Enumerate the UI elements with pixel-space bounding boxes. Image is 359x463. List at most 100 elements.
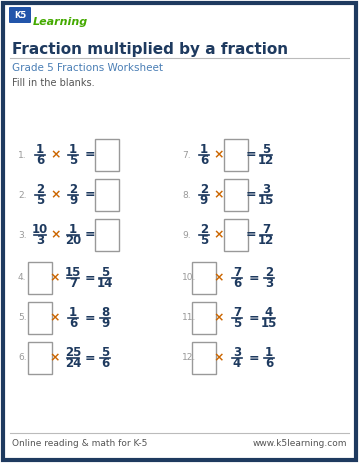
Text: 15: 15 <box>261 317 277 330</box>
Text: 15: 15 <box>65 266 81 279</box>
Text: 12: 12 <box>258 154 274 167</box>
Bar <box>28 262 52 294</box>
Text: 2: 2 <box>200 223 208 236</box>
Text: 6: 6 <box>233 277 241 290</box>
Text: =: = <box>85 351 95 364</box>
Text: 5: 5 <box>36 194 44 207</box>
Text: 2.: 2. <box>18 190 27 200</box>
Text: ×: × <box>214 149 224 162</box>
Text: 7: 7 <box>262 223 270 236</box>
Text: 2: 2 <box>36 183 44 196</box>
Text: ×: × <box>51 188 61 201</box>
Text: ×: × <box>50 312 60 325</box>
Text: 1.: 1. <box>18 150 27 159</box>
Text: =: = <box>249 351 259 364</box>
Bar <box>224 179 248 211</box>
Bar <box>192 262 216 294</box>
Bar <box>95 139 119 171</box>
Text: 7: 7 <box>69 277 77 290</box>
Text: 6: 6 <box>69 317 77 330</box>
Text: 5: 5 <box>101 266 109 279</box>
Text: =: = <box>249 271 259 284</box>
Text: ×: × <box>214 229 224 242</box>
Bar <box>28 302 52 334</box>
Text: 7: 7 <box>233 266 241 279</box>
Text: =: = <box>85 271 95 284</box>
Text: 5: 5 <box>101 346 109 359</box>
Text: 24: 24 <box>65 357 81 370</box>
Text: 6: 6 <box>265 357 273 370</box>
Text: 15: 15 <box>258 194 274 207</box>
Text: 9: 9 <box>101 317 109 330</box>
Text: 6.: 6. <box>18 353 27 363</box>
Text: 5: 5 <box>233 317 241 330</box>
Bar <box>95 219 119 251</box>
Text: 6: 6 <box>101 357 109 370</box>
Text: 11.: 11. <box>182 313 196 323</box>
Bar <box>192 302 216 334</box>
Text: 20: 20 <box>65 234 81 247</box>
Text: 1: 1 <box>69 223 77 236</box>
Text: www.k5learning.com: www.k5learning.com <box>252 438 347 448</box>
Text: 7: 7 <box>233 306 241 319</box>
Text: 6: 6 <box>200 154 208 167</box>
Text: 9.: 9. <box>182 231 191 239</box>
Text: 4: 4 <box>233 357 241 370</box>
Text: 6: 6 <box>36 154 44 167</box>
Text: 25: 25 <box>65 346 81 359</box>
Text: 5.: 5. <box>18 313 27 323</box>
Text: =: = <box>246 149 256 162</box>
Text: ×: × <box>51 229 61 242</box>
Bar <box>224 139 248 171</box>
Text: =: = <box>249 312 259 325</box>
Text: 3: 3 <box>262 183 270 196</box>
Text: 2: 2 <box>200 183 208 196</box>
Bar <box>95 179 119 211</box>
Text: ×: × <box>214 188 224 201</box>
Text: =: = <box>85 149 95 162</box>
Bar <box>224 219 248 251</box>
Text: 14: 14 <box>97 277 113 290</box>
Text: =: = <box>85 188 95 201</box>
Text: Fraction multiplied by a fraction: Fraction multiplied by a fraction <box>12 42 288 57</box>
Text: 5: 5 <box>262 143 270 156</box>
Text: Grade 5 Fractions Worksheet: Grade 5 Fractions Worksheet <box>12 63 163 73</box>
Text: 3.: 3. <box>18 231 27 239</box>
Text: 8.: 8. <box>182 190 191 200</box>
Text: ×: × <box>50 271 60 284</box>
Text: =: = <box>85 312 95 325</box>
Text: 3: 3 <box>36 234 44 247</box>
Text: Learning: Learning <box>33 17 88 27</box>
Text: 12: 12 <box>258 234 274 247</box>
Text: ×: × <box>50 351 60 364</box>
Text: 4: 4 <box>265 306 273 319</box>
Text: 7.: 7. <box>182 150 191 159</box>
Text: 3: 3 <box>265 277 273 290</box>
Text: ×: × <box>51 149 61 162</box>
Text: 10.: 10. <box>182 274 196 282</box>
Text: 3: 3 <box>233 346 241 359</box>
Text: 2: 2 <box>69 183 77 196</box>
FancyBboxPatch shape <box>9 7 31 23</box>
Text: K5: K5 <box>14 11 26 19</box>
Text: =: = <box>246 188 256 201</box>
Text: 9: 9 <box>69 194 77 207</box>
Text: Fill in the blanks.: Fill in the blanks. <box>12 78 95 88</box>
Text: 10: 10 <box>32 223 48 236</box>
Text: 2: 2 <box>265 266 273 279</box>
Bar <box>192 342 216 374</box>
Text: 1: 1 <box>265 346 273 359</box>
Text: 1: 1 <box>36 143 44 156</box>
Text: 12.: 12. <box>182 353 196 363</box>
Text: ×: × <box>214 312 224 325</box>
Text: 1: 1 <box>200 143 208 156</box>
Text: 5: 5 <box>69 154 77 167</box>
Text: 9: 9 <box>200 194 208 207</box>
Text: 5: 5 <box>200 234 208 247</box>
Text: ×: × <box>214 271 224 284</box>
Text: 1: 1 <box>69 306 77 319</box>
Text: 1: 1 <box>69 143 77 156</box>
Text: Online reading & math for K-5: Online reading & math for K-5 <box>12 438 148 448</box>
Text: ×: × <box>214 351 224 364</box>
Text: 4.: 4. <box>18 274 27 282</box>
